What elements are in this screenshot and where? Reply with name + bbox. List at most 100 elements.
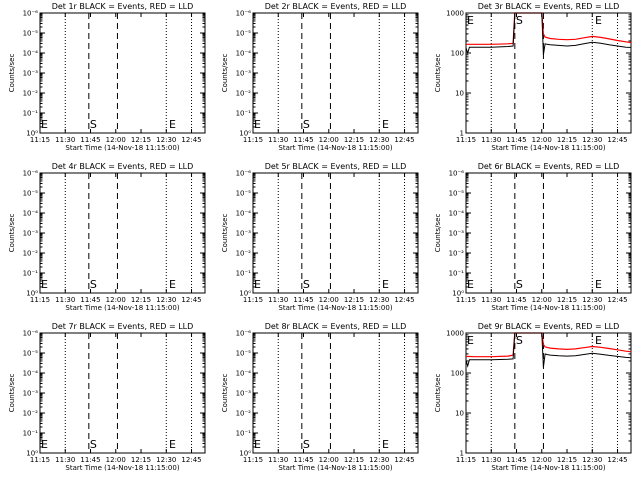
series-events-line: [465, 332, 632, 368]
x-tick-label: 12:15: [557, 296, 577, 304]
y-tick-label: 10⁻⁶: [236, 170, 252, 178]
y-tick-label: 10⁻⁶: [236, 10, 252, 18]
y-tick-label: 10⁻⁵: [23, 350, 39, 358]
x-tick-label: 11:15: [456, 456, 476, 464]
y-tick-label: 10⁰: [239, 450, 251, 458]
x-tick-label: 12:00: [532, 136, 552, 144]
y-tick-label: 1: [460, 450, 464, 458]
panel-title: Det 5r BLACK = Events, RED = LLD: [265, 162, 407, 171]
y-tick-label: 10⁻³: [23, 70, 39, 78]
x-axis-label: Start Time (14-Nov-18 11:15:00): [491, 144, 605, 152]
y-tick-label: 10⁻⁶: [23, 10, 39, 18]
x-axis-label: Start Time (14-Nov-18 11:15:00): [278, 144, 392, 152]
y-tick-label: 10⁻³: [236, 390, 252, 398]
x-axis-label: Start Time (14-Nov-18 11:15:00): [491, 464, 605, 472]
x-tick-label: 11:45: [80, 136, 100, 144]
x-tick-label: 12:00: [532, 456, 552, 464]
y-tick-label: 10⁻⁶: [23, 170, 39, 178]
y-tick-label: 10⁻³: [236, 70, 252, 78]
marker-e: E: [382, 438, 389, 451]
x-tick-label: 11:30: [481, 456, 501, 464]
det-panel-7: Det 7r BLACK = Events, RED = LLD 11:15 11:…: [8, 322, 206, 472]
x-tick-label: 11:45: [80, 456, 100, 464]
marker-e: E: [382, 278, 389, 291]
x-tick-label: 11:45: [506, 456, 526, 464]
x-tick-label: 11:15: [30, 136, 50, 144]
y-tick-label: 100: [451, 50, 464, 58]
y-tick-label: 10⁻⁴: [23, 370, 39, 378]
x-tick-label: 12:45: [394, 136, 414, 144]
det-panel-9: Det 9r BLACK = Events, RED = LLD 11:15 11:…: [434, 322, 632, 472]
x-tick-label: 12:45: [181, 136, 201, 144]
panel-title: Det 2r BLACK = Events, RED = LLD: [265, 2, 407, 11]
y-tick-label: 10⁻⁵: [236, 30, 252, 38]
x-tick-label: 11:45: [293, 296, 313, 304]
x-tick-label: 12:15: [344, 456, 364, 464]
y-tick-label: 100: [451, 370, 464, 378]
x-tick-label: 11:15: [243, 296, 263, 304]
y-tick-label: 1: [460, 130, 464, 138]
y-tick-label: 10⁻¹: [236, 110, 252, 118]
x-tick-label: 11:15: [456, 136, 476, 144]
marker-s: S: [303, 438, 310, 451]
x-tick-label: 11:45: [506, 136, 526, 144]
y-tick-label: 10⁻⁶: [449, 170, 465, 178]
y-tick-label: 10: [455, 90, 464, 98]
marker-s: S: [90, 278, 97, 291]
y-axis-label: Counts/sec: [434, 214, 442, 253]
x-tick-label: 11:15: [30, 456, 50, 464]
x-tick-label: 11:45: [80, 296, 100, 304]
y-tick-label: 10⁰: [26, 290, 38, 298]
y-tick-label: 10⁻²: [449, 250, 465, 258]
det-panel-8: Det 8r BLACK = Events, RED = LLD 11:15 11:…: [221, 322, 419, 472]
x-axis-label: Start Time (14-Nov-18 11:15:00): [278, 464, 392, 472]
y-tick-label: 10⁻²: [23, 250, 39, 258]
x-tick-label: 12:30: [369, 136, 389, 144]
x-tick-label: 11:30: [55, 456, 75, 464]
y-tick-label: 10⁻¹: [449, 270, 465, 278]
x-tick-label: 12:15: [131, 456, 151, 464]
marker-e: E: [467, 334, 474, 347]
y-tick-label: 10: [455, 410, 464, 418]
plot-frame: [252, 12, 419, 134]
marker-e: E: [41, 278, 48, 291]
x-tick-label: 12:45: [181, 456, 201, 464]
panel-title: Det 1r BLACK = Events, RED = LLD: [52, 2, 194, 11]
x-tick-label: 12:00: [319, 296, 339, 304]
y-tick-label: 10⁻²: [236, 250, 252, 258]
det-panel-5: Det 5r BLACK = Events, RED = LLD 11:15 11:…: [221, 162, 419, 312]
y-tick-label: 10⁻⁵: [23, 30, 39, 38]
y-tick-label: 10⁻⁵: [23, 190, 39, 198]
plot-frame: [39, 332, 206, 454]
x-tick-label: 12:30: [369, 456, 389, 464]
x-tick-label: 12:45: [181, 296, 201, 304]
y-tick-label: 10⁰: [239, 290, 251, 298]
marker-s: S: [90, 118, 97, 131]
y-axis-label: Counts/sec: [8, 214, 16, 253]
x-tick-label: 12:30: [156, 136, 176, 144]
plot-frame: [252, 172, 419, 294]
x-tick-label: 11:15: [243, 456, 263, 464]
det-panel-3: Det 3r BLACK = Events, RED = LLD 11:15 11:…: [434, 2, 632, 152]
plot-frame: [39, 172, 206, 294]
y-tick-label: 10⁻²: [23, 410, 39, 418]
x-tick-label: 12:30: [582, 456, 602, 464]
panel-title: Det 6r BLACK = Events, RED = LLD: [478, 162, 620, 171]
y-tick-label: 10⁻⁴: [23, 50, 39, 58]
x-tick-label: 12:00: [319, 456, 339, 464]
x-tick-label: 11:30: [55, 136, 75, 144]
y-tick-label: 10⁻¹: [23, 110, 39, 118]
x-axis-label: Start Time (14-Nov-18 11:15:00): [491, 304, 605, 312]
y-tick-label: 10⁻¹: [23, 430, 39, 438]
y-axis-label: Counts/sec: [8, 374, 16, 413]
det-panel-2: Det 2r BLACK = Events, RED = LLD 11:15 11:…: [221, 2, 419, 152]
y-tick-label: 10⁻¹: [23, 270, 39, 278]
det-panel-6: Det 6r BLACK = Events, RED = LLD 11:15 11:…: [434, 162, 632, 312]
series-lld-line: [465, 332, 632, 358]
panel-title: Det 7r BLACK = Events, RED = LLD: [52, 322, 194, 331]
x-tick-label: 12:30: [369, 296, 389, 304]
x-tick-label: 12:00: [106, 296, 126, 304]
y-tick-label: 10⁰: [26, 450, 38, 458]
x-tick-label: 11:30: [481, 136, 501, 144]
